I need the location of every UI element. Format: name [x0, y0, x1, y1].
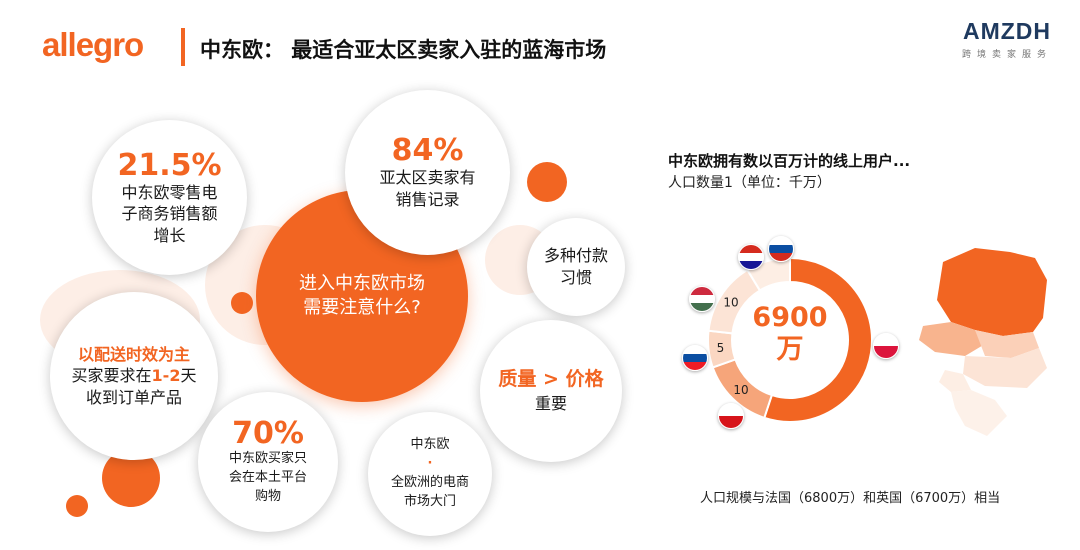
header-divider	[181, 28, 185, 66]
hungary-flag-icon	[689, 286, 715, 312]
page-title: 中东欧： 最适合亚太区卖家入驻的蓝海市场	[200, 38, 607, 62]
brand-subtitle: 跨境卖家服务	[961, 50, 1052, 60]
map-croatia	[951, 390, 1007, 436]
payment-habits-line1: 多种付款	[543, 246, 608, 266]
center-bubble-line2: 需要注意什么?	[303, 297, 421, 318]
map-slovakia	[975, 330, 1039, 358]
allegro-logo: allegro	[42, 26, 144, 63]
europe-gateway-line1: 中东欧	[410, 437, 450, 453]
local-platform-line2: 会在本土平台	[228, 470, 307, 486]
apac-sellers-line1: 亚太区卖家有	[379, 168, 476, 188]
delivery-time-line1-post: 天	[180, 366, 197, 386]
sales-growth-line1: 中东欧零售电	[121, 182, 218, 202]
map-czech	[919, 322, 985, 356]
chart-subtitle: 人口数量1（单位：千万）	[668, 175, 831, 191]
bubble-payment-habits: 多种付款 习惯	[527, 218, 625, 316]
sales-growth-line2: 子商务销售额	[121, 204, 218, 224]
map-slovenia	[939, 370, 971, 392]
donut-label: 5	[717, 341, 725, 355]
local-platform-line1: 中东欧买家只	[228, 451, 307, 467]
donut-label: 10	[733, 383, 748, 397]
bubble-quality-price: 质量 > 价格 重要	[480, 320, 622, 462]
slovakia-flag-icon	[682, 345, 708, 371]
sales-growth-value: 21.5%	[117, 147, 222, 183]
amzdh-logo: AMZDH 跨境卖家服务	[962, 18, 1052, 60]
center-bubble-line1: 进入中东欧市场	[299, 272, 425, 294]
donut-center-number: 6900	[752, 302, 828, 333]
local-platform-value: 70%	[232, 416, 304, 452]
apac-sellers-line2: 销售记录	[395, 190, 460, 209]
delivery-time-days: 1-2	[151, 366, 181, 386]
quality-price-line1: 重要	[534, 394, 567, 414]
cee-map-icon	[919, 248, 1047, 436]
donut-label: 10	[723, 295, 738, 309]
europe-gateway-dot: ·	[427, 456, 433, 472]
stat-bubble-local-platform: 70% 中东欧买家只 会在本土平台 购物	[198, 392, 338, 532]
donut-slice-poland	[763, 256, 873, 423]
czech-flag-icon	[718, 403, 744, 429]
croatia-flag-icon	[738, 244, 764, 270]
apac-sellers-value: 84%	[391, 133, 464, 169]
sales-growth-line3: 增长	[153, 225, 186, 245]
donut-center-value: 6900 万	[745, 302, 835, 367]
europe-gateway-line2: 全欧洲的电商	[390, 475, 469, 490]
orange-dot	[527, 162, 567, 202]
stat-bubble-sales-growth: 21.5% 中东欧零售电 子商务销售额 增长	[92, 120, 247, 275]
quality-price-title: 质量 > 价格	[498, 368, 604, 391]
donut-center-unit: 万	[776, 334, 804, 366]
orange-dot	[66, 495, 88, 517]
slovenia-flag-icon	[768, 236, 794, 262]
poland-flag-icon	[873, 333, 899, 359]
bubble-europe-gateway: 中东欧 · 全欧洲的电商 市场大门	[368, 412, 492, 536]
map-hungary	[963, 348, 1047, 388]
europe-gateway-line3: 市场大门	[403, 493, 456, 509]
delivery-time-line1-pre: 买家要求在	[71, 366, 152, 386]
orange-dot	[231, 292, 253, 314]
map-poland	[937, 248, 1047, 336]
delivery-time-line1: 买家要求在1-2天	[72, 365, 197, 387]
population-donut-chart: 10 5 10	[707, 256, 873, 423]
chart-footnote: 人口规模与法国（6800万）和英国（6700万）相当	[700, 491, 1001, 506]
brand-name: AMZDH	[962, 18, 1052, 44]
local-platform-line3: 购物	[254, 488, 281, 504]
delivery-time-line2: 收到订单产品	[85, 387, 182, 407]
bubble-delivery-time: 以配送时效为主 买家要求在1-2天 收到订单产品	[50, 292, 218, 460]
chart-title: 中东欧拥有数以百万计的线上用户...	[668, 152, 911, 170]
stat-bubble-apac-sellers: 84% 亚太区卖家有 销售记录	[345, 90, 510, 255]
delivery-time-title: 以配送时效为主	[77, 344, 190, 364]
payment-habits-line2: 习惯	[559, 268, 592, 287]
center-bubble: 进入中东欧市场 需要注意什么?	[256, 190, 468, 402]
